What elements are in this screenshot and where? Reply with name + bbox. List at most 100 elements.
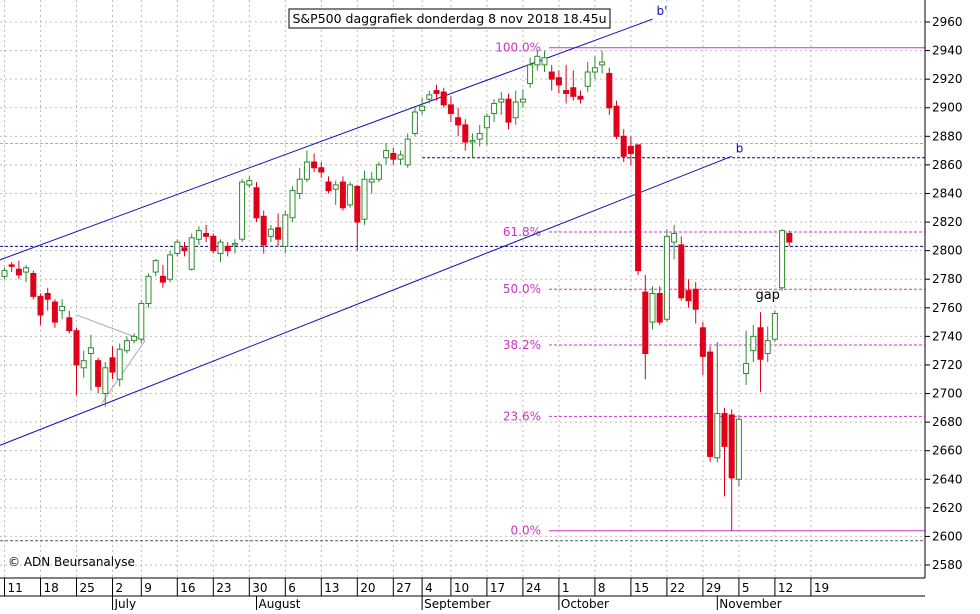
candle — [649, 286, 656, 330]
candle — [411, 107, 418, 137]
candle — [390, 147, 397, 165]
x-tick-label: 30 — [252, 581, 267, 595]
y-tick-label: 2920 — [932, 72, 963, 86]
candle-body — [318, 167, 325, 173]
candle — [541, 50, 548, 73]
candle — [750, 324, 757, 363]
candle-body — [239, 181, 246, 240]
candle — [95, 357, 102, 394]
candle — [73, 327, 80, 395]
candle-body — [203, 232, 210, 237]
candle-body — [44, 293, 51, 300]
candle — [462, 119, 469, 151]
x-tick-label: 9 — [144, 581, 152, 595]
candle-body — [311, 161, 318, 169]
candle — [771, 310, 778, 343]
candle-body — [519, 98, 526, 103]
grid — [0, 0, 925, 578]
candle-body — [505, 98, 512, 123]
x-tick-label: 6 — [288, 581, 296, 595]
candle — [433, 84, 440, 101]
candle — [51, 299, 58, 328]
candle-body — [296, 178, 303, 194]
candle — [138, 300, 145, 344]
candle — [584, 62, 591, 93]
candle — [210, 233, 217, 254]
candle — [483, 113, 490, 145]
reference-lines — [0, 142, 925, 542]
fib-level-label: 100.0% — [495, 41, 541, 55]
x-tick-label: 25 — [80, 581, 95, 595]
candle-body — [260, 215, 267, 246]
candle-body — [563, 90, 570, 94]
candle-body — [613, 105, 620, 137]
y-tick-label: 2960 — [932, 15, 963, 29]
month-label: August — [259, 597, 301, 610]
x-tick-label: 17 — [490, 581, 505, 595]
candle-body — [447, 104, 454, 114]
candle-body — [368, 178, 375, 183]
y-tick-label: 2680 — [932, 415, 963, 429]
candle — [599, 50, 606, 74]
candle — [743, 330, 750, 385]
candle — [548, 64, 555, 91]
candle-body — [635, 144, 642, 272]
fib-level-label: 0.0% — [511, 524, 542, 538]
candle-body — [116, 348, 123, 380]
candle — [419, 97, 426, 115]
candle — [159, 264, 166, 288]
candle-body — [224, 245, 231, 252]
x-tick-label: 12 — [778, 581, 793, 595]
candle — [1, 267, 8, 280]
candle — [491, 99, 498, 123]
candle-body — [743, 363, 750, 375]
candle — [239, 179, 246, 243]
candle — [23, 264, 30, 283]
candle-body — [404, 138, 411, 166]
candle-body — [599, 61, 606, 66]
candle-body — [469, 140, 476, 143]
candle-body — [642, 291, 649, 355]
x-tick-label: 29 — [706, 581, 721, 595]
candle — [735, 414, 742, 487]
candle-body — [95, 360, 102, 387]
candle-body — [411, 111, 418, 134]
axes: 2580260026202640266026802700272027402760… — [0, 0, 963, 611]
candle — [296, 167, 303, 200]
fib-level-label: 61.8% — [503, 225, 541, 239]
candles — [1, 50, 793, 531]
candle-body — [282, 214, 289, 247]
candle — [692, 282, 699, 324]
candle — [145, 273, 152, 308]
candle — [87, 334, 94, 391]
candle-body — [80, 360, 87, 369]
candle-body — [786, 232, 793, 243]
x-tick-label: 11 — [8, 581, 23, 595]
y-tick-label: 2640 — [932, 472, 963, 486]
candle — [246, 176, 253, 188]
candle — [627, 136, 634, 165]
candle — [469, 133, 476, 158]
candle-body — [764, 340, 771, 355]
candle-body — [383, 150, 390, 159]
candle — [203, 224, 210, 243]
candle-body — [771, 313, 778, 340]
candle-body — [591, 67, 598, 73]
candle-body — [325, 181, 332, 192]
candle — [188, 233, 195, 271]
candle — [123, 336, 130, 354]
month-label: September — [424, 597, 490, 610]
candle — [699, 322, 706, 375]
candle-body — [231, 242, 238, 246]
y-tick-label: 2700 — [932, 387, 963, 401]
candle — [721, 407, 728, 497]
channel-label: b — [736, 141, 744, 155]
candle-body — [735, 418, 742, 480]
candle — [260, 210, 267, 254]
candle — [786, 230, 793, 247]
candle — [339, 176, 346, 211]
candle — [30, 270, 37, 300]
annotation-text: gap — [755, 288, 779, 303]
